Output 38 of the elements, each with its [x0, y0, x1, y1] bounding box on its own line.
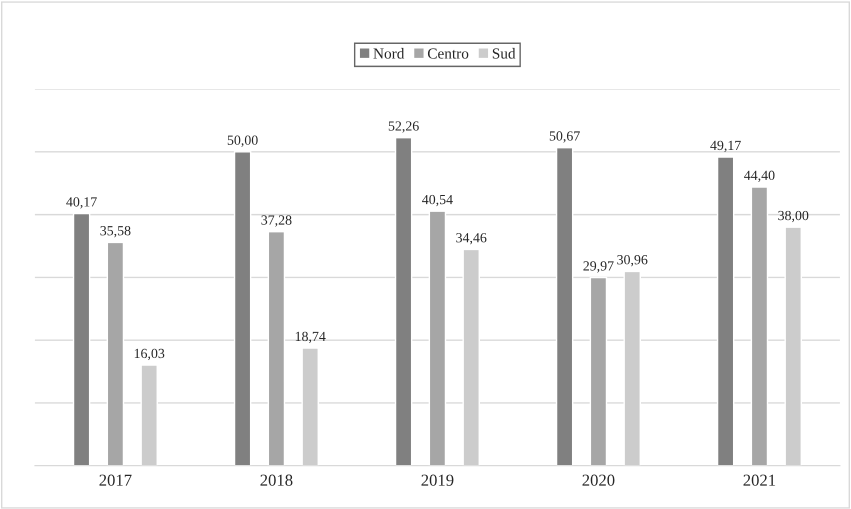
data-label: 34,46 [456, 233, 486, 244]
bar [268, 231, 286, 466]
data-label: 16,03 [134, 348, 164, 360]
data-label: 50,00 [228, 135, 258, 147]
data-label: 38,00 [778, 210, 808, 222]
bar [106, 242, 124, 466]
bar [623, 270, 641, 466]
bar [301, 347, 319, 466]
bar [140, 364, 158, 466]
legend-label: Nord [373, 48, 404, 59]
data-label: 40,17 [66, 197, 97, 209]
bar [234, 151, 252, 466]
x-tick-label: 2021 [743, 474, 776, 486]
data-label: 37,28 [261, 215, 292, 227]
bar [394, 136, 412, 466]
bar [462, 248, 480, 466]
data-label: 52,26 [388, 121, 419, 133]
bar [428, 210, 446, 466]
bar [590, 276, 608, 466]
x-tick-label: 2019 [421, 474, 454, 486]
x-tick-label: 2020 [582, 474, 614, 486]
bar [556, 146, 574, 466]
data-label: 49,17 [710, 140, 741, 152]
data-label: 35,58 [100, 226, 130, 238]
data-label: 18,74 [296, 332, 326, 344]
x-tick-label: 2018 [260, 474, 292, 486]
bar [784, 226, 802, 466]
data-label: 29,97 [583, 261, 614, 273]
legend-label: Centro [428, 48, 468, 59]
data-label: 40,54 [422, 194, 453, 206]
data-label: 50,67 [550, 131, 580, 143]
bar [750, 186, 768, 466]
data-label: 44,40 [744, 170, 775, 182]
legend-label: Sud [492, 48, 516, 59]
data-label: 30,96 [617, 255, 648, 266]
bar [72, 212, 90, 466]
x-tick-label: 2017 [99, 474, 132, 486]
bar [716, 156, 734, 466]
